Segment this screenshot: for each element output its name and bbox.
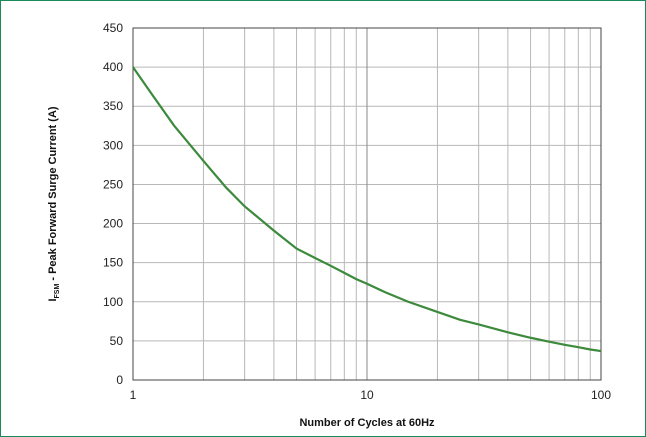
y-tick-label: 350 <box>103 99 123 113</box>
y-axis-label-subscript: FSM <box>54 284 61 299</box>
plot-border <box>132 27 602 381</box>
y-tick-label: 250 <box>103 177 123 191</box>
series-line <box>132 66 602 353</box>
x-tick-label: 1 <box>130 388 137 402</box>
y-tick-label: 0 <box>116 373 123 387</box>
x-tick-label: 10 <box>360 388 374 402</box>
y-tick-label: 100 <box>103 295 123 309</box>
y-axis-label: IFSM - Peak Forward Surge Current (A) <box>47 106 61 301</box>
y-tick-label: 50 <box>110 334 124 348</box>
y-tick-label: 450 <box>103 21 123 35</box>
x-axis-label: Number of Cycles at 60Hz <box>299 417 435 429</box>
y-axis-label-main: I <box>47 298 59 301</box>
x-tick-labels: 1 10 100 <box>130 388 612 402</box>
y-tick-label: 400 <box>103 60 123 74</box>
grid <box>132 27 601 381</box>
y-tick-label: 300 <box>103 138 123 152</box>
y-tick-label: 200 <box>103 217 123 231</box>
y-axis-label-rest: - Peak Forward Surge Current (A) <box>47 106 59 284</box>
x-tick-label: 100 <box>591 388 611 402</box>
y-tick-labels: 0 50 100 150 200 250 300 350 400 450 <box>103 21 123 387</box>
y-tick-label: 150 <box>103 256 123 270</box>
